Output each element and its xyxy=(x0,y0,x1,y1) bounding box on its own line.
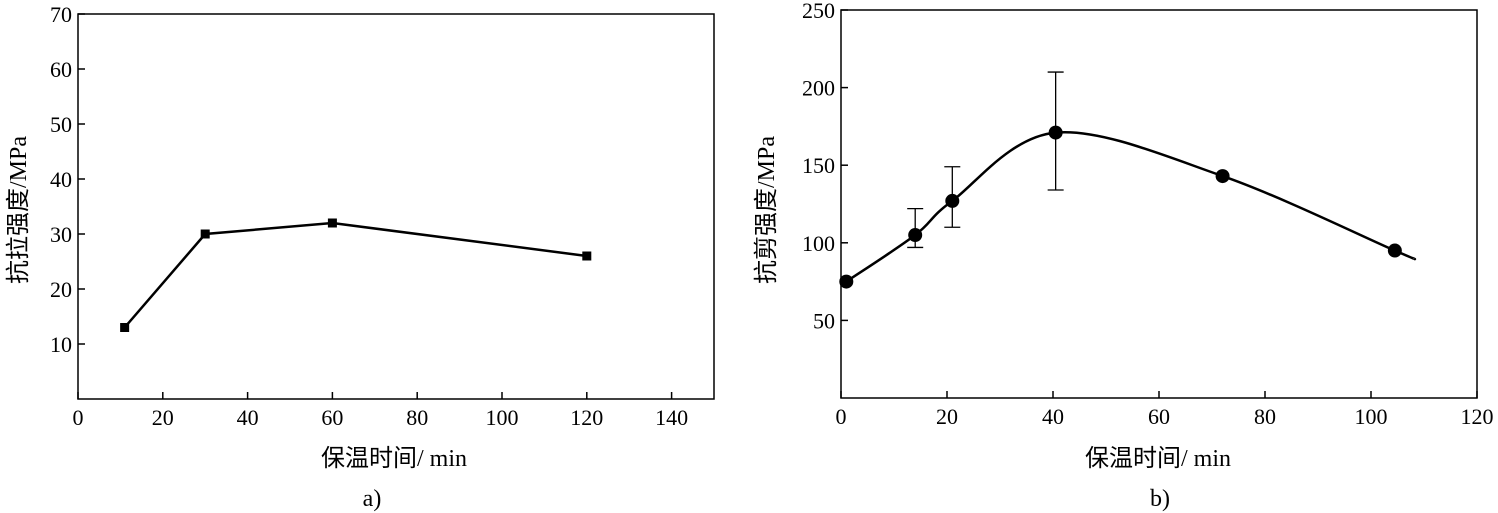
chart-panel-a: 0 20 40 60 80 100 120 140 10 20 30 40 50 60 70 保温时间/ m… xyxy=(5,2,715,512)
data-point-b xyxy=(908,228,923,243)
x-tick-label-a: 100 xyxy=(486,405,519,430)
y-tick-label-b: 50 xyxy=(813,308,835,333)
x-tick-label-b: 80 xyxy=(1254,404,1276,429)
axis-ticks-b: 0 20 40 60 80 100 120 50 100 150 200 250 xyxy=(802,0,1494,429)
data-point-a xyxy=(582,251,592,261)
y-axis-label-b: 抗剪强度/MPa xyxy=(753,136,780,284)
x-tick-label-a: 0 xyxy=(73,405,84,430)
x-tick-label-b: 0 xyxy=(836,404,847,429)
y-tick-label-b: 100 xyxy=(802,231,835,256)
y-tick-label-a: 30 xyxy=(50,222,72,247)
x-tick-label-a: 80 xyxy=(406,405,428,430)
axis-ticks-a: 0 20 40 60 80 100 120 140 10 20 30 40 50 60 70 xyxy=(50,2,688,430)
x-axis-label-a: 保温时间/ min xyxy=(321,445,467,472)
y-tick-label-b: 150 xyxy=(802,153,835,178)
x-tick-label-a: 120 xyxy=(570,405,603,430)
x-tick-label-a: 20 xyxy=(152,405,174,430)
data-point-a xyxy=(120,323,130,332)
y-tick-label-a: 20 xyxy=(50,277,72,302)
y-tick-label-a: 10 xyxy=(50,332,72,357)
plot-frame-b xyxy=(840,9,1478,399)
data-point-b xyxy=(839,274,854,289)
data-point-b xyxy=(1048,125,1063,140)
y-tick-label-a: 40 xyxy=(50,167,72,192)
data-point-a xyxy=(200,229,210,239)
y-tick-label-b: 200 xyxy=(802,76,835,101)
x-tick-label-a: 60 xyxy=(321,405,343,430)
y-tick-label-a: 70 xyxy=(50,2,72,27)
x-tick-label-b: 100 xyxy=(1355,404,1388,429)
panel-label-b: b) xyxy=(1150,486,1170,512)
x-tick-label-a: 140 xyxy=(655,405,688,430)
x-axis-label-b: 保温时间/ min xyxy=(1085,445,1231,472)
data-point-b xyxy=(945,193,960,208)
data-point-b xyxy=(1215,169,1230,184)
series-a xyxy=(120,218,592,332)
x-tick-label-a: 40 xyxy=(237,405,259,430)
x-tick-label-b: 40 xyxy=(1042,404,1064,429)
y-tick-label-a: 50 xyxy=(50,112,72,137)
panel-label-a: a) xyxy=(363,486,382,512)
data-point-b xyxy=(1387,243,1402,258)
series-b xyxy=(839,71,1417,289)
data-point-a xyxy=(327,218,337,228)
y-tick-label-a: 60 xyxy=(50,57,72,82)
y-tick-label-b: 250 xyxy=(802,0,835,23)
plot-frame-a xyxy=(77,13,715,400)
series-line-b xyxy=(845,130,1417,283)
x-tick-label-b: 60 xyxy=(1148,404,1170,429)
x-tick-label-b: 20 xyxy=(936,404,958,429)
series-line-a xyxy=(123,221,587,329)
y-axis-label-a: 抗拉强度/MPa xyxy=(5,136,32,284)
x-tick-label-b: 120 xyxy=(1461,404,1494,429)
